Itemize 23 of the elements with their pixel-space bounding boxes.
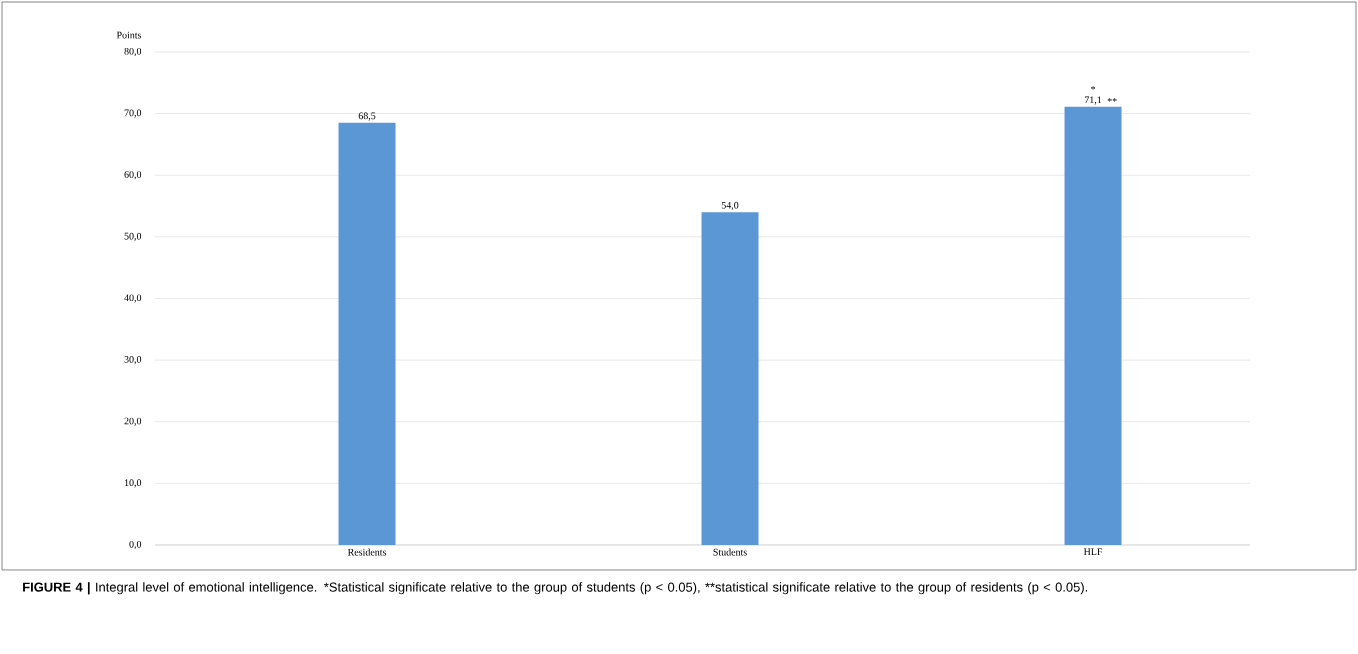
y-tick-label: 60,0 — [124, 171, 142, 180]
data-label: 71,1 — [1084, 96, 1102, 105]
data-label: 54,0 — [721, 201, 739, 211]
data-label: 68,5 — [358, 112, 376, 121]
text: Integral level of emotional intelligence. *Statistical significate relative to the group of students (p < 0.05), **statistical significate relative to the group of residents (p < 0.05). — [96, 582, 1088, 595]
y-tick-label: 0,0 — [129, 540, 142, 550]
y-tick-label: 20,0 — [124, 417, 142, 426]
y-tick-label: 80,0 — [124, 47, 142, 57]
y-tick-label: 50,0 — [124, 232, 142, 241]
x-tick-label: Students — [713, 548, 747, 556]
bar — [1064, 106, 1122, 545]
y-axis-title: Points — [116, 31, 142, 39]
y-tick-label: 10,0 — [124, 479, 142, 488]
caption: FIGURE 4 | — [23, 582, 90, 595]
x-tick-label: HLF — [1083, 548, 1103, 556]
y-tick-label: 70,0 — [124, 109, 142, 118]
y-tick-label: 30,0 — [124, 356, 142, 365]
annotation: ** — [1107, 98, 1117, 102]
y-tick-label: 40,0 — [124, 294, 142, 303]
bar — [701, 212, 759, 545]
bar — [338, 122, 396, 545]
x-tick-label: Residents — [347, 548, 387, 556]
annotation: * — [1091, 86, 1096, 90]
